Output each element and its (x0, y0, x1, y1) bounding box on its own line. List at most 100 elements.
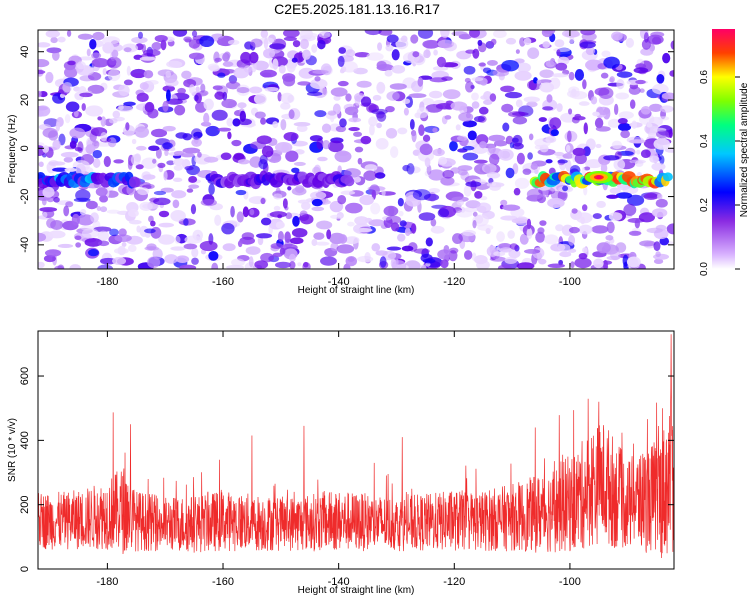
heatmap-noise-blob (242, 206, 249, 218)
heatmap-ridge-cell (128, 176, 140, 188)
heatmap-noise-blob (74, 147, 83, 152)
heatmap-noise-blob (248, 86, 263, 94)
heatmap-noise-blob (191, 30, 198, 38)
heatmap-noise-blob (664, 147, 674, 153)
heatmap-noise-blob (622, 254, 629, 267)
heatmap-noise-blob (85, 144, 96, 155)
heatmap-noise-blob (360, 135, 372, 145)
heatmap-noise-blob (607, 118, 621, 128)
heatmap-noise-blob (67, 60, 76, 66)
heatmap-noise-blob (109, 228, 119, 237)
heatmap-noise-blob (471, 101, 480, 109)
heatmap-noise-blob (95, 142, 113, 147)
heatmap-noise-blob (592, 213, 602, 220)
heatmap-ridge-cell (662, 172, 673, 182)
heatmap-noise-blob (285, 150, 299, 162)
heatmap-noise-blob (208, 183, 215, 196)
heatmap-noise-blob (369, 184, 380, 196)
heatmap-noise-blob (309, 78, 328, 90)
heatmap-noise-blob (375, 138, 389, 150)
heatmap-noise-blob (590, 96, 598, 105)
heatmap-noise-blob (422, 98, 434, 106)
heatmap-noise-blob (497, 264, 512, 269)
heatmap-noise-blob (184, 235, 203, 244)
heatmap-noise-blob (289, 237, 304, 245)
heatmap-noise-blob (376, 122, 382, 129)
heatmap-noise-blob (477, 39, 483, 47)
heatmap-noise-blob (539, 69, 554, 79)
heatmap-noise-blob (567, 130, 572, 143)
heatmap-noise-blob (217, 127, 232, 132)
y-tick-label: 0 (19, 566, 31, 572)
heatmap-noise-blob (364, 252, 371, 262)
heatmap-noise-blob (483, 99, 493, 105)
heatmap-noise-blob (536, 79, 542, 84)
heatmap-noise-blob (190, 204, 197, 215)
heatmap-noise-blob (304, 32, 318, 38)
heatmap-noise-blob (139, 82, 149, 90)
heatmap-noise-blob (523, 96, 540, 103)
heatmap-noise-blob (575, 212, 593, 224)
heatmap-noise-blob (471, 77, 484, 82)
heatmap-noise-blob (112, 257, 127, 266)
heatmap-noise-blob (129, 219, 142, 225)
heatmap-noise-blob (199, 240, 218, 252)
heatmap-noise-blob (42, 186, 55, 198)
heatmap-noise-blob (296, 124, 308, 133)
heatmap-noise-blob (314, 110, 327, 118)
heatmap-noise-blob (41, 198, 47, 206)
heatmap-noise-blob (86, 48, 91, 57)
heatmap-noise-blob (340, 190, 356, 195)
heatmap-noise-blob (77, 33, 93, 40)
heatmap-noise-blob (628, 86, 641, 95)
heatmap-noise-blob (38, 59, 50, 68)
heatmap-noise-blob (499, 247, 512, 253)
heatmap-noise-blob (538, 258, 547, 265)
heatmap-noise-blob (615, 92, 630, 100)
heatmap-noise-blob (130, 154, 141, 166)
heatmap-noise-blob (609, 187, 621, 194)
heatmap-noise-blob (555, 62, 568, 71)
heatmap-noise-blob (150, 220, 156, 227)
heatmap-noise-blob (52, 139, 61, 150)
heatmap-noise-blob (530, 163, 538, 170)
heatmap-noise-blob (488, 144, 496, 154)
heatmap-noise-blob (462, 120, 477, 128)
heatmap-noise-blob (91, 57, 109, 68)
heatmap-noise-blob (486, 59, 498, 66)
heatmap-noise-blob (226, 117, 234, 127)
snr-frame (37, 330, 675, 570)
heatmap-noise-blob (282, 198, 288, 209)
heatmap-noise-blob (235, 189, 247, 196)
heatmap-noise-blob (225, 81, 241, 90)
heatmap-noise-blob (656, 130, 669, 139)
heatmap-noise-blob (452, 233, 463, 244)
heatmap-noise-blob (217, 39, 222, 45)
heatmap-noise-blob (479, 195, 488, 201)
heatmap-noise-blob (270, 242, 284, 249)
heatmap-noise-blob (249, 51, 259, 64)
heatmap-noise-blob (353, 131, 363, 137)
heatmap-noise-blob (146, 79, 159, 85)
heatmap-noise-blob (386, 246, 402, 251)
heatmap-noise-blob (463, 184, 472, 197)
heatmap-noise-blob (366, 52, 384, 61)
heatmap-noise-blob (354, 227, 373, 233)
heatmap-noise-blob (302, 49, 311, 60)
heatmap-noise-blob (69, 140, 77, 149)
heatmap-noise-blob (53, 196, 60, 203)
heatmap-noise-blob (97, 240, 110, 247)
heatmap-noise-blob (100, 257, 117, 265)
heatmap-noise-blob (379, 256, 387, 268)
heatmap-noise-blob (360, 96, 372, 107)
heatmap-noise-blob (660, 105, 674, 113)
heatmap-noise-blob (191, 247, 199, 258)
heatmap-noise-blob (64, 66, 78, 79)
colorbar-tick-label: 0.0 (699, 262, 710, 276)
heatmap-noise-blob (316, 138, 324, 150)
heatmap-noise-blob (378, 191, 396, 196)
heatmap-noise-blob (158, 210, 170, 218)
heatmap-noise-blob (107, 69, 121, 82)
heatmap-noise-blob (254, 111, 266, 119)
heatmap-noise-blob (75, 163, 86, 176)
